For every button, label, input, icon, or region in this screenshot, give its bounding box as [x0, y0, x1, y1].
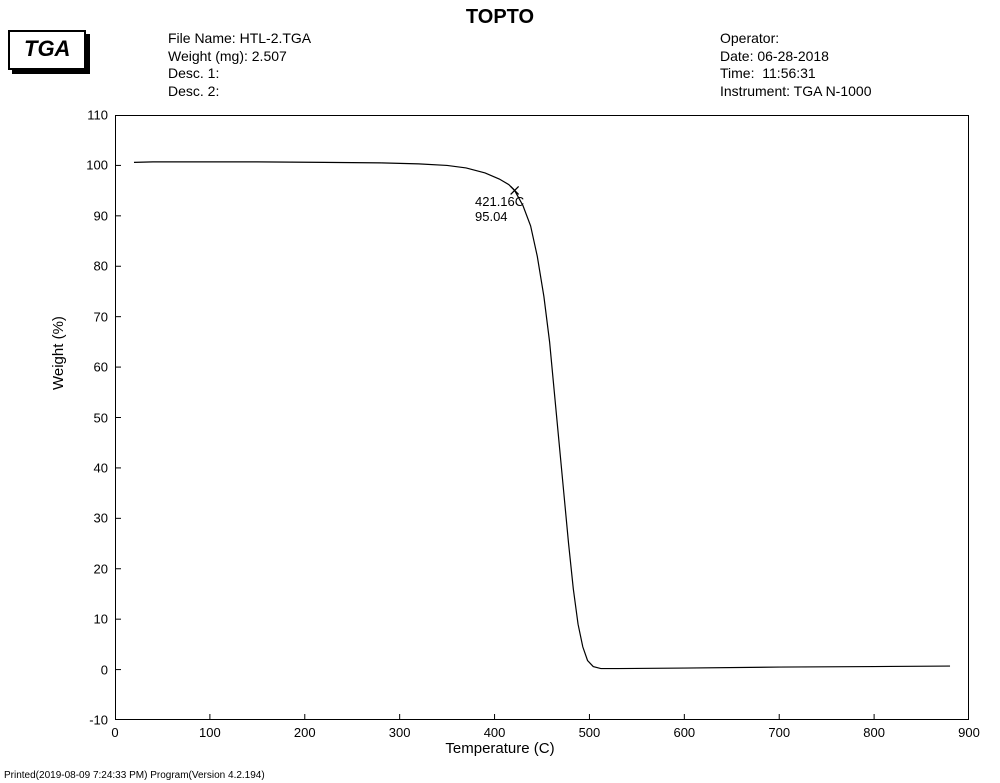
- x-tick-label: 100: [190, 725, 230, 740]
- chart-svg: [115, 115, 969, 720]
- y-tick-label: 20: [68, 561, 108, 576]
- y-tick-label: 100: [68, 158, 108, 173]
- tga-badge: TGA: [8, 30, 86, 70]
- print-footer: Printed(2019-08-09 7:24:33 PM) Program(V…: [4, 770, 265, 781]
- file-name-value: HTL-2.TGA: [240, 30, 312, 46]
- y-tick-label: 40: [68, 460, 108, 475]
- x-tick-label: 0: [95, 725, 135, 740]
- x-tick-label: 400: [475, 725, 515, 740]
- annotation-line-2: 95.04: [475, 210, 524, 225]
- x-tick-label: 200: [285, 725, 325, 740]
- annotation-line-1: 421.16C: [475, 195, 524, 210]
- y-tick-label: 60: [68, 360, 108, 375]
- weight-value: 2.507: [252, 48, 287, 64]
- weight-label: Weight (mg):: [168, 48, 248, 64]
- y-tick-label: 90: [68, 208, 108, 223]
- meta-right: Operator: Date: 06-28-2018 Time: 11:56:3…: [720, 30, 872, 100]
- y-tick-label: 30: [68, 511, 108, 526]
- x-tick-label: 800: [854, 725, 894, 740]
- desc1-label: Desc. 1:: [168, 65, 219, 81]
- y-tick-label: 10: [68, 612, 108, 627]
- time-label: Time:: [720, 65, 754, 81]
- page-title: TOPTO: [0, 6, 1000, 29]
- x-tick-label: 500: [569, 725, 609, 740]
- x-tick-label: 900: [949, 725, 989, 740]
- y-tick-label: 0: [68, 662, 108, 677]
- y-tick-label: 80: [68, 259, 108, 274]
- y-axis-label: Weight (%): [50, 316, 67, 390]
- x-tick-label: 700: [759, 725, 799, 740]
- annotation-text: 421.16C 95.04: [475, 195, 524, 225]
- x-tick-label: 600: [664, 725, 704, 740]
- desc2-label: Desc. 2:: [168, 83, 219, 99]
- instrument-label: Instrument:: [720, 83, 790, 99]
- plot-area: [115, 115, 969, 720]
- y-tick-label: 70: [68, 309, 108, 324]
- time-value: 11:56:31: [762, 65, 815, 81]
- meta-left: File Name: HTL-2.TGA Weight (mg): 2.507 …: [168, 30, 311, 100]
- date-value: 06-28-2018: [757, 48, 829, 64]
- x-axis-label: Temperature (C): [0, 740, 1000, 757]
- file-name-label: File Name:: [168, 30, 236, 46]
- y-tick-label: 110: [68, 108, 108, 123]
- y-tick-label: 50: [68, 410, 108, 425]
- date-label: Date:: [720, 48, 753, 64]
- instrument-value: TGA N-1000: [794, 83, 872, 99]
- x-tick-label: 300: [380, 725, 420, 740]
- operator-label: Operator:: [720, 30, 779, 46]
